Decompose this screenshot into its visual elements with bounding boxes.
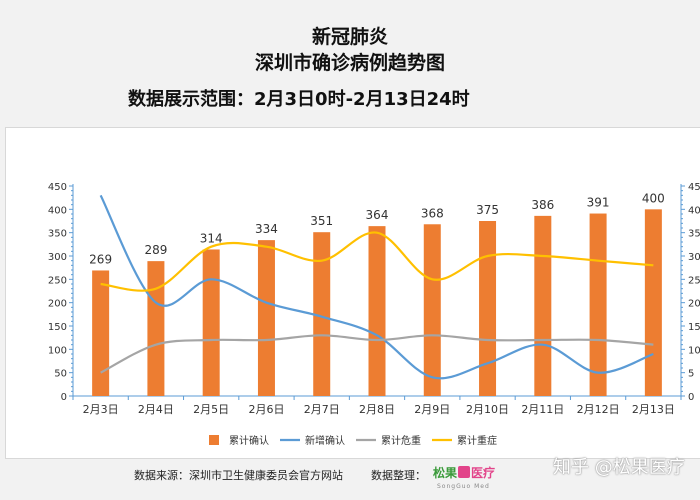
right-tick-label: 30	[688, 252, 700, 263]
data-label: 289	[144, 243, 167, 257]
data-label: 269	[89, 252, 112, 266]
x-tick-label: 2月4日	[138, 403, 174, 416]
chart-subtitle: 深圳市确诊病例趋势图	[254, 52, 445, 74]
data-label: 364	[366, 208, 389, 222]
chart-panel	[5, 127, 700, 459]
right-tick-label: 10	[688, 345, 700, 356]
data-label: 368	[421, 206, 444, 220]
logo-subtext: SongGuo Med	[437, 483, 490, 490]
right-tick-label: 25	[688, 275, 700, 286]
logo-text-1: 松果	[433, 466, 458, 480]
data-label: 314	[200, 231, 223, 245]
bar	[479, 221, 497, 396]
data-label: 351	[310, 214, 333, 228]
right-tick-label: 35	[688, 229, 700, 240]
left-tick-label: 450	[48, 182, 67, 193]
bar	[147, 261, 165, 396]
left-tick-label: 350	[48, 229, 67, 240]
left-tick-label: 100	[48, 345, 67, 356]
chart-title: 新冠肺炎	[311, 26, 388, 48]
bar	[589, 213, 607, 396]
legend-label: 累计确认	[229, 434, 269, 447]
x-tick-label: 2月11日	[521, 403, 564, 416]
data-range-label: 数据展示范围：2月3日0时-2月13日24时	[128, 89, 470, 110]
bar	[92, 270, 110, 396]
left-tick-label: 0	[61, 392, 67, 403]
x-tick-label: 2月7日	[304, 403, 340, 416]
x-tick-label: 2月6日	[248, 403, 284, 416]
bar	[368, 226, 386, 396]
bar	[644, 209, 662, 396]
left-tick-label: 300	[48, 252, 67, 263]
x-tick-label: 2月13日	[632, 403, 675, 416]
data-label: 334	[255, 222, 278, 236]
data-source: 数据来源：深圳市卫生健康委员会官方网站	[134, 469, 343, 482]
data-label: 400	[642, 191, 665, 205]
x-tick-label: 2月10日	[466, 403, 509, 416]
series-line	[99, 194, 654, 380]
data-organizer-label: 数据整理：	[371, 469, 426, 482]
left-tick-label: 400	[48, 205, 67, 216]
bar	[257, 240, 275, 396]
x-tick-label: 2月5日	[193, 403, 229, 416]
series-line	[100, 231, 654, 292]
legend-swatch	[209, 435, 219, 445]
legend-label: 新增确认	[305, 434, 345, 447]
left-tick-label: 150	[48, 322, 67, 333]
x-tick-label: 2月12日	[577, 403, 620, 416]
right-tick-label: 15	[688, 322, 700, 333]
bar	[202, 249, 220, 396]
x-tick-label: 2月9日	[414, 403, 450, 416]
legend-label: 累计重症	[457, 434, 497, 447]
data-label: 375	[476, 203, 499, 217]
logo-text-2: 医疗	[471, 466, 496, 480]
bar	[313, 232, 331, 396]
left-tick-label: 200	[48, 299, 67, 310]
right-tick-label: 0	[688, 392, 694, 403]
left-tick-label: 250	[48, 275, 67, 286]
data-label: 391	[587, 196, 610, 210]
series-line	[100, 334, 654, 374]
legend-label: 累计危重	[381, 434, 421, 447]
x-tick-label: 2月8日	[359, 403, 395, 416]
logo-mark-icon	[458, 466, 471, 478]
left-tick-label: 50	[54, 369, 67, 380]
zhihu-watermark: 知乎 @松果医疗	[553, 457, 685, 478]
right-tick-label: 20	[688, 299, 700, 310]
x-tick-label: 2月3日	[83, 403, 119, 416]
data-label: 386	[531, 198, 554, 212]
right-tick-label: 40	[688, 205, 700, 216]
bar	[534, 215, 552, 396]
songguo-logo: 松果 医疗	[433, 464, 495, 481]
bar	[423, 224, 441, 396]
right-tick-label: 5	[688, 369, 694, 380]
right-tick-label: 45	[688, 182, 700, 193]
